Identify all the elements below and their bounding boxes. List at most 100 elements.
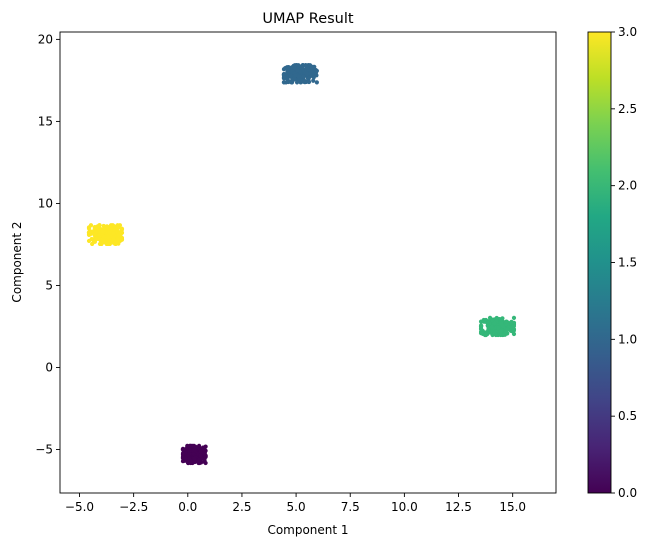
scatter-point-cluster-3 [100,229,105,234]
colorbar-tick-label: 1.0 [618,332,637,346]
scatter-point-cluster-0 [202,450,207,456]
scatter-point-cluster-0 [191,451,196,456]
y-tick-label: 10 [38,196,53,210]
plot-frame [59,31,557,494]
scatter-point-cluster-3 [112,224,117,229]
scatter-point-cluster-3 [106,235,111,240]
scatter-point-cluster-3 [116,232,121,238]
scatter-point-cluster-2 [496,325,501,331]
colorbar [587,31,612,494]
scatter-point-cluster-1 [304,71,309,77]
scatter-point-cluster-1 [288,73,293,78]
colorbar-tick-label: 0.5 [618,409,637,423]
scatter-point-cluster-0 [192,448,197,453]
scatter-point-cluster-1 [303,63,308,68]
y-axis: −5 0 5 10 15 20 [35,32,60,457]
scatter-point-cluster-0 [188,460,193,466]
scatter-point-cluster-2 [500,316,505,321]
scatter-point-cluster-2 [486,327,491,332]
scatter-point-cluster-0 [197,443,202,448]
colorbar-axis: 0.0 0.5 1.0 1.5 2.0 2.5 3.0 [611,25,637,500]
scatter-point-cluster-3 [107,230,112,235]
scatter-point-cluster-1 [306,79,312,85]
scatter-point-cluster-2 [511,315,517,321]
scatter-point-cluster-0 [198,449,203,454]
y-tick-label: 15 [38,114,53,128]
scatter-point-cluster-1 [281,75,287,80]
scatter-point-cluster-0 [198,453,203,458]
x-tick-label: 2.5 [232,500,251,514]
colorbar-tick-label: 2.0 [618,179,637,193]
colorbar-tick-label: 0.0 [618,486,637,500]
scatter-point-cluster-3 [92,232,97,237]
x-axis: −5.0 −2.5 0.0 2.5 5.0 7.5 10.0 12.5 15.0 [65,493,526,514]
scatter-point-cluster-3 [86,230,92,235]
scatter-point-cluster-1 [302,79,307,84]
scatter-point-cluster-1 [314,80,319,85]
scatter-point-cluster-3 [106,241,111,247]
chart-title: UMAP Result [262,11,354,27]
scatter-point-cluster-2 [492,321,497,326]
colorbar-tick-label: 3.0 [618,25,637,39]
scatter-point-cluster-1 [283,80,289,85]
scatter-point-cluster-2 [489,324,495,329]
y-axis-label: Component 2 [10,221,24,302]
scatter-point-cluster-3 [96,236,101,241]
scatter-point-cluster-2 [498,329,503,334]
scatter-point-cluster-1 [286,70,291,75]
scatter-point-cluster-2 [504,319,509,324]
scatter-point-cluster-0 [183,456,188,461]
scatter-point-cluster-1 [314,68,319,73]
scatter-point-cluster-2 [478,323,484,328]
scatter-point-cluster-1 [295,68,300,73]
scatter-point-cluster-1 [297,77,302,82]
scatter-point-cluster-0 [192,456,197,461]
scatter-point-cluster-1 [285,66,290,71]
x-tick-label: 7.5 [341,500,360,514]
scatter-point-cluster-0 [202,447,207,452]
scatter-point-cluster-2 [482,332,488,338]
scatter-point-cluster-1 [306,76,311,81]
scatter-point-cluster-0 [185,443,190,448]
y-tick-label: −5 [35,443,53,457]
colorbar-tick-label: 1.5 [618,256,637,270]
scatter-point-cluster-1 [293,73,298,78]
scatter-point-cluster-2 [485,320,490,325]
scatter-point-cluster-2 [499,321,504,326]
scatter-points [86,63,517,466]
scatter-point-cluster-2 [511,326,516,331]
scatter-point-cluster-0 [197,457,202,463]
scatter-point-cluster-1 [309,73,314,78]
scatter-point-cluster-2 [498,332,503,338]
scatter-point-cluster-3 [119,226,125,231]
scatter-point-cluster-2 [505,326,510,332]
scatter-point-cluster-3 [111,231,116,236]
scatter-point-cluster-3 [97,241,103,247]
scatter-point-cluster-1 [281,67,287,72]
scatter-point-cluster-3 [116,224,121,229]
x-axis-label: Component 1 [267,523,348,537]
scatter-point-cluster-3 [97,223,102,228]
scatter-point-cluster-3 [119,237,125,242]
scatter-point-cluster-1 [309,69,314,74]
scatter-point-cluster-2 [494,315,499,321]
scatter-point-cluster-0 [193,444,198,449]
x-tick-label: −2.5 [119,500,148,514]
scatter-point-cluster-1 [309,65,315,70]
scatter-point-cluster-3 [90,241,95,247]
scatter-point-cluster-3 [110,240,115,245]
scatter-point-cluster-2 [478,331,484,336]
x-tick-label: −5.0 [65,500,94,514]
scatter-point-cluster-0 [181,447,186,452]
scatter-point-cluster-2 [503,330,509,335]
colorbar-tick-label: 2.5 [618,102,637,116]
y-tick-label: 5 [45,278,53,292]
x-tick-label: 5.0 [287,500,306,514]
x-tick-label: 12.5 [445,500,472,514]
scatter-point-cluster-3 [86,226,92,231]
scatter-point-cluster-3 [111,236,116,242]
scatter-point-cluster-0 [203,444,208,449]
scatter-point-cluster-2 [478,319,484,324]
x-tick-label: 0.0 [178,500,197,514]
